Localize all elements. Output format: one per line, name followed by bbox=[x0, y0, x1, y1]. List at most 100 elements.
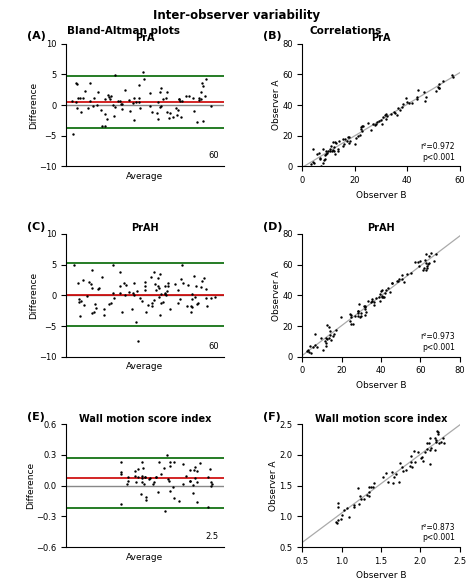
Point bbox=[398, 271, 406, 280]
Point bbox=[73, 98, 80, 107]
Point bbox=[202, 293, 210, 302]
Point bbox=[372, 119, 379, 129]
Point bbox=[381, 110, 389, 119]
Point bbox=[439, 77, 447, 86]
Point bbox=[134, 472, 142, 481]
Point bbox=[75, 297, 82, 306]
Point bbox=[101, 109, 109, 119]
Point bbox=[136, 293, 144, 302]
Point bbox=[145, 474, 153, 484]
Point bbox=[199, 81, 207, 91]
Point bbox=[357, 494, 365, 503]
Point bbox=[350, 501, 358, 510]
Point bbox=[188, 303, 195, 312]
Point bbox=[368, 296, 375, 305]
Point bbox=[420, 264, 428, 273]
Point bbox=[186, 476, 194, 485]
Point bbox=[371, 300, 378, 309]
Point bbox=[346, 317, 354, 326]
Point bbox=[163, 88, 171, 97]
Point bbox=[117, 289, 124, 298]
Point bbox=[319, 158, 327, 167]
Point bbox=[418, 452, 426, 462]
Point bbox=[95, 284, 103, 293]
Point bbox=[139, 474, 146, 483]
Point bbox=[330, 330, 337, 339]
Point bbox=[88, 308, 96, 317]
Point bbox=[147, 272, 155, 281]
Point bbox=[356, 313, 364, 322]
Point bbox=[161, 506, 169, 515]
Point bbox=[358, 121, 365, 130]
Point bbox=[118, 100, 125, 109]
Point bbox=[186, 465, 193, 474]
Text: (B): (B) bbox=[263, 31, 282, 41]
Point bbox=[437, 438, 445, 447]
Point bbox=[193, 466, 201, 475]
Point bbox=[76, 311, 83, 321]
Point bbox=[73, 104, 81, 113]
Point bbox=[93, 100, 101, 109]
Point bbox=[109, 100, 117, 109]
Point bbox=[422, 249, 430, 258]
Point bbox=[154, 98, 162, 107]
Point bbox=[138, 472, 146, 481]
Point bbox=[432, 250, 439, 259]
Point bbox=[424, 261, 431, 270]
Point bbox=[131, 467, 139, 476]
Point bbox=[324, 146, 332, 155]
Point bbox=[328, 335, 335, 345]
Point bbox=[356, 299, 363, 308]
Point bbox=[346, 132, 353, 141]
Point bbox=[326, 146, 334, 155]
Point bbox=[321, 150, 329, 159]
Point bbox=[141, 282, 148, 291]
Point bbox=[326, 144, 334, 153]
Point bbox=[363, 308, 370, 317]
Point bbox=[419, 456, 427, 466]
Point bbox=[359, 121, 367, 130]
Point bbox=[434, 430, 442, 439]
Point bbox=[91, 93, 98, 102]
Text: r²=0.873
p<0.001: r²=0.873 p<0.001 bbox=[420, 523, 455, 542]
Point bbox=[100, 310, 108, 320]
Point bbox=[379, 113, 387, 122]
Point bbox=[328, 142, 335, 151]
Point bbox=[166, 486, 174, 495]
Point bbox=[403, 465, 410, 474]
Point bbox=[329, 138, 337, 147]
Point bbox=[358, 126, 366, 136]
Point bbox=[105, 93, 112, 102]
Point bbox=[98, 272, 106, 282]
X-axis label: Observer B: Observer B bbox=[356, 191, 406, 200]
Point bbox=[354, 308, 362, 318]
Point bbox=[163, 107, 171, 116]
Point bbox=[361, 304, 369, 313]
Point bbox=[320, 155, 328, 165]
Point bbox=[194, 117, 201, 126]
Point bbox=[337, 514, 345, 523]
Point bbox=[195, 95, 202, 104]
Point bbox=[204, 472, 211, 481]
Point bbox=[343, 137, 351, 146]
Point bbox=[207, 477, 215, 487]
Point bbox=[384, 283, 392, 293]
Point bbox=[190, 106, 198, 115]
Point bbox=[189, 480, 196, 489]
Point bbox=[186, 476, 194, 485]
Point bbox=[416, 261, 423, 271]
Point bbox=[425, 439, 433, 448]
Point bbox=[317, 155, 324, 164]
Point bbox=[117, 458, 125, 467]
Point bbox=[140, 463, 147, 473]
X-axis label: Observer B: Observer B bbox=[356, 381, 406, 390]
Point bbox=[160, 94, 167, 104]
Point bbox=[351, 140, 359, 149]
Point bbox=[384, 477, 392, 487]
Point bbox=[132, 98, 139, 107]
Point bbox=[86, 79, 94, 88]
Point bbox=[204, 503, 212, 512]
Point bbox=[334, 515, 341, 524]
Point bbox=[323, 321, 330, 330]
Point bbox=[144, 300, 151, 309]
